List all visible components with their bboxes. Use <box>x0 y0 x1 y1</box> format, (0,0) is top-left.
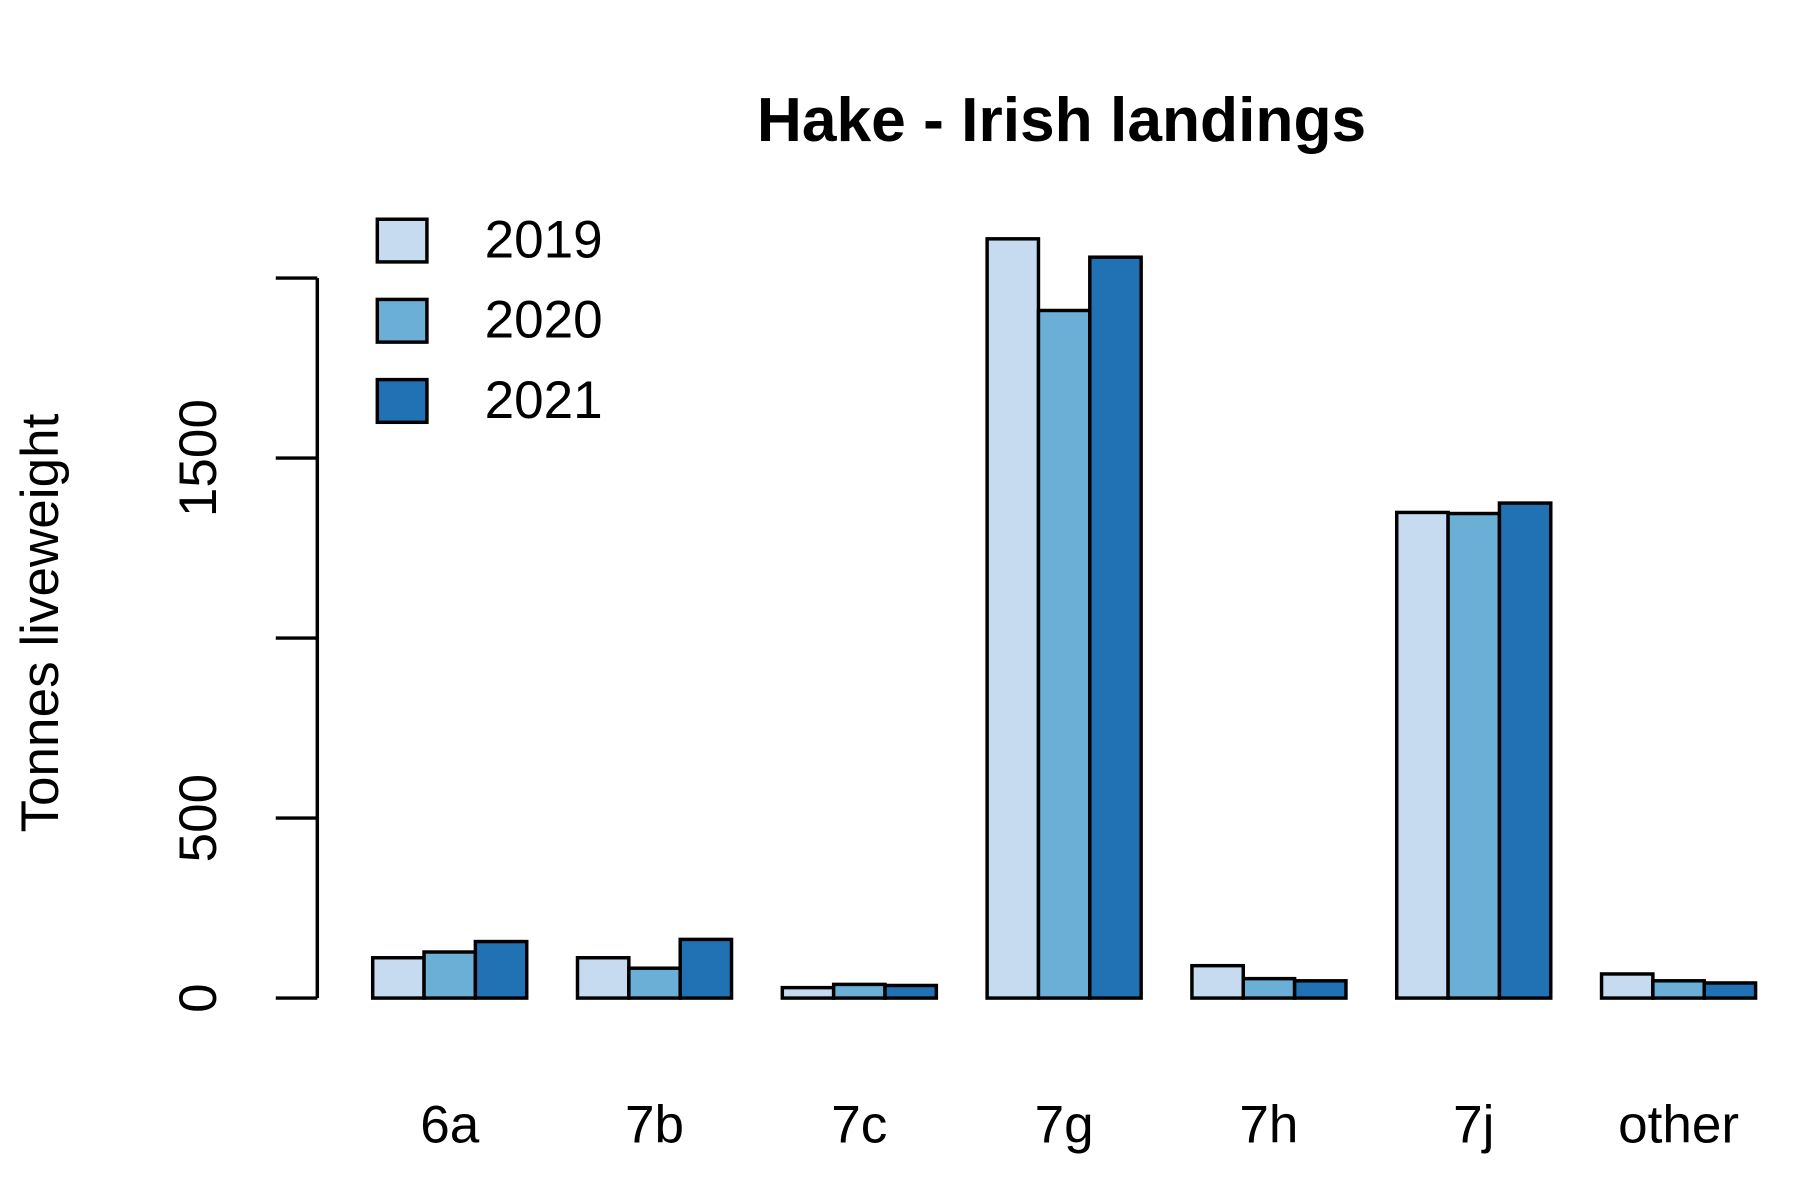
bar <box>1394 510 1450 1000</box>
legend-swatch <box>375 377 429 425</box>
bar <box>1446 511 1502 1000</box>
bar <box>1599 972 1655 1000</box>
bar <box>831 982 887 1000</box>
bar <box>678 937 734 1000</box>
x-tick-label: 7h <box>1239 1095 1298 1154</box>
x-tick-label: 7j <box>1453 1095 1494 1154</box>
bar <box>627 966 682 1000</box>
legend-swatch <box>375 297 429 344</box>
y-tick-label: 0 <box>169 983 228 1013</box>
bar <box>370 956 426 1000</box>
bar <box>985 237 1041 1000</box>
x-tick-label: 7c <box>831 1095 887 1154</box>
bar <box>883 983 939 1000</box>
y-tick-label: 500 <box>169 774 228 863</box>
bar <box>1036 308 1092 1000</box>
legend-label: 2020 <box>485 291 603 350</box>
x-tick-label: 7b <box>625 1095 684 1154</box>
bar <box>1190 963 1245 1000</box>
bar <box>473 939 529 1000</box>
y-axis-label: Tonnes liveweight <box>11 413 70 832</box>
legend-label: 2019 <box>485 210 603 269</box>
bar <box>575 956 631 1000</box>
x-tick-label: 7g <box>1035 1095 1094 1154</box>
bar <box>1651 979 1706 1000</box>
bar <box>1241 976 1297 1000</box>
bar <box>1292 979 1348 1000</box>
legend-label: 2021 <box>485 371 603 430</box>
x-tick-label: 6a <box>420 1095 480 1154</box>
x-tick-label: other <box>1618 1095 1739 1154</box>
bar <box>1088 255 1143 1000</box>
bar <box>780 985 836 1000</box>
y-tick-label: 1500 <box>169 399 228 517</box>
bar <box>422 950 478 1000</box>
legend-swatch <box>375 217 429 264</box>
bar <box>1497 501 1553 1000</box>
chart-title: Hake - Irish landings <box>757 86 1366 155</box>
bar <box>1702 981 1758 1000</box>
